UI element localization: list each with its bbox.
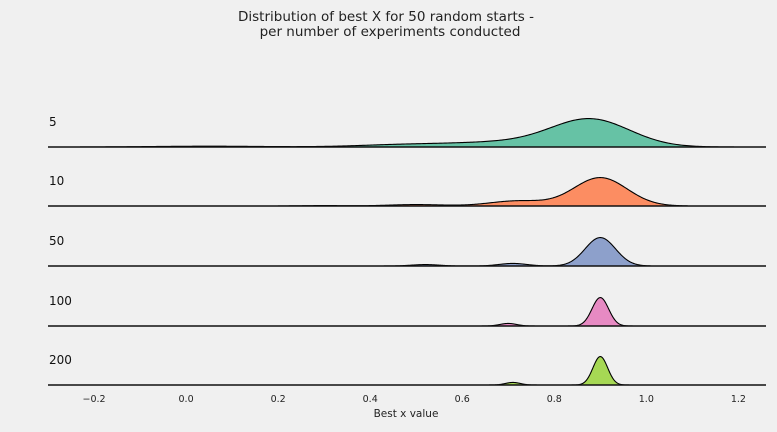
chart-title-line-2: per number of experiments conducted [260,24,521,40]
density-area-100 [461,297,643,327]
density-area-10 [277,177,689,207]
x-tick-label: 1.0 [639,394,654,405]
ridges: 5 10 50 100 200 [48,115,766,386]
density-area-5 [79,118,735,148]
x-tick-label: 0.8 [547,394,562,405]
ridge-100: 100 [48,294,766,327]
x-tick-label: 1.2 [731,394,746,405]
row-label-5: 5 [49,115,57,129]
row-label-200: 200 [49,353,72,367]
row-label-10: 10 [49,174,64,188]
x-tick-label: 0.0 [179,394,194,405]
density-area-50 [378,237,652,267]
x-tick-label: −0.2 [82,394,105,405]
row-label-50: 50 [49,234,64,248]
x-tick-label: 0.2 [271,394,286,405]
chart-title-line-1: Distribution of best X for 50 random sta… [238,9,534,25]
ridge-5: 5 [48,115,766,148]
x-axis-label: Best x value [374,408,439,420]
ridge-200: 200 [48,353,766,386]
ridge-10: 10 [48,174,766,207]
x-tick-label: 0.6 [455,394,470,405]
x-axis-ticks: −0.2 0.0 0.2 0.4 0.6 0.8 1.0 1.2 [82,394,745,405]
ridge-50: 50 [48,234,766,267]
row-label-100: 100 [49,294,72,308]
x-tick-label: 0.4 [363,394,378,405]
density-area-200 [475,356,638,386]
